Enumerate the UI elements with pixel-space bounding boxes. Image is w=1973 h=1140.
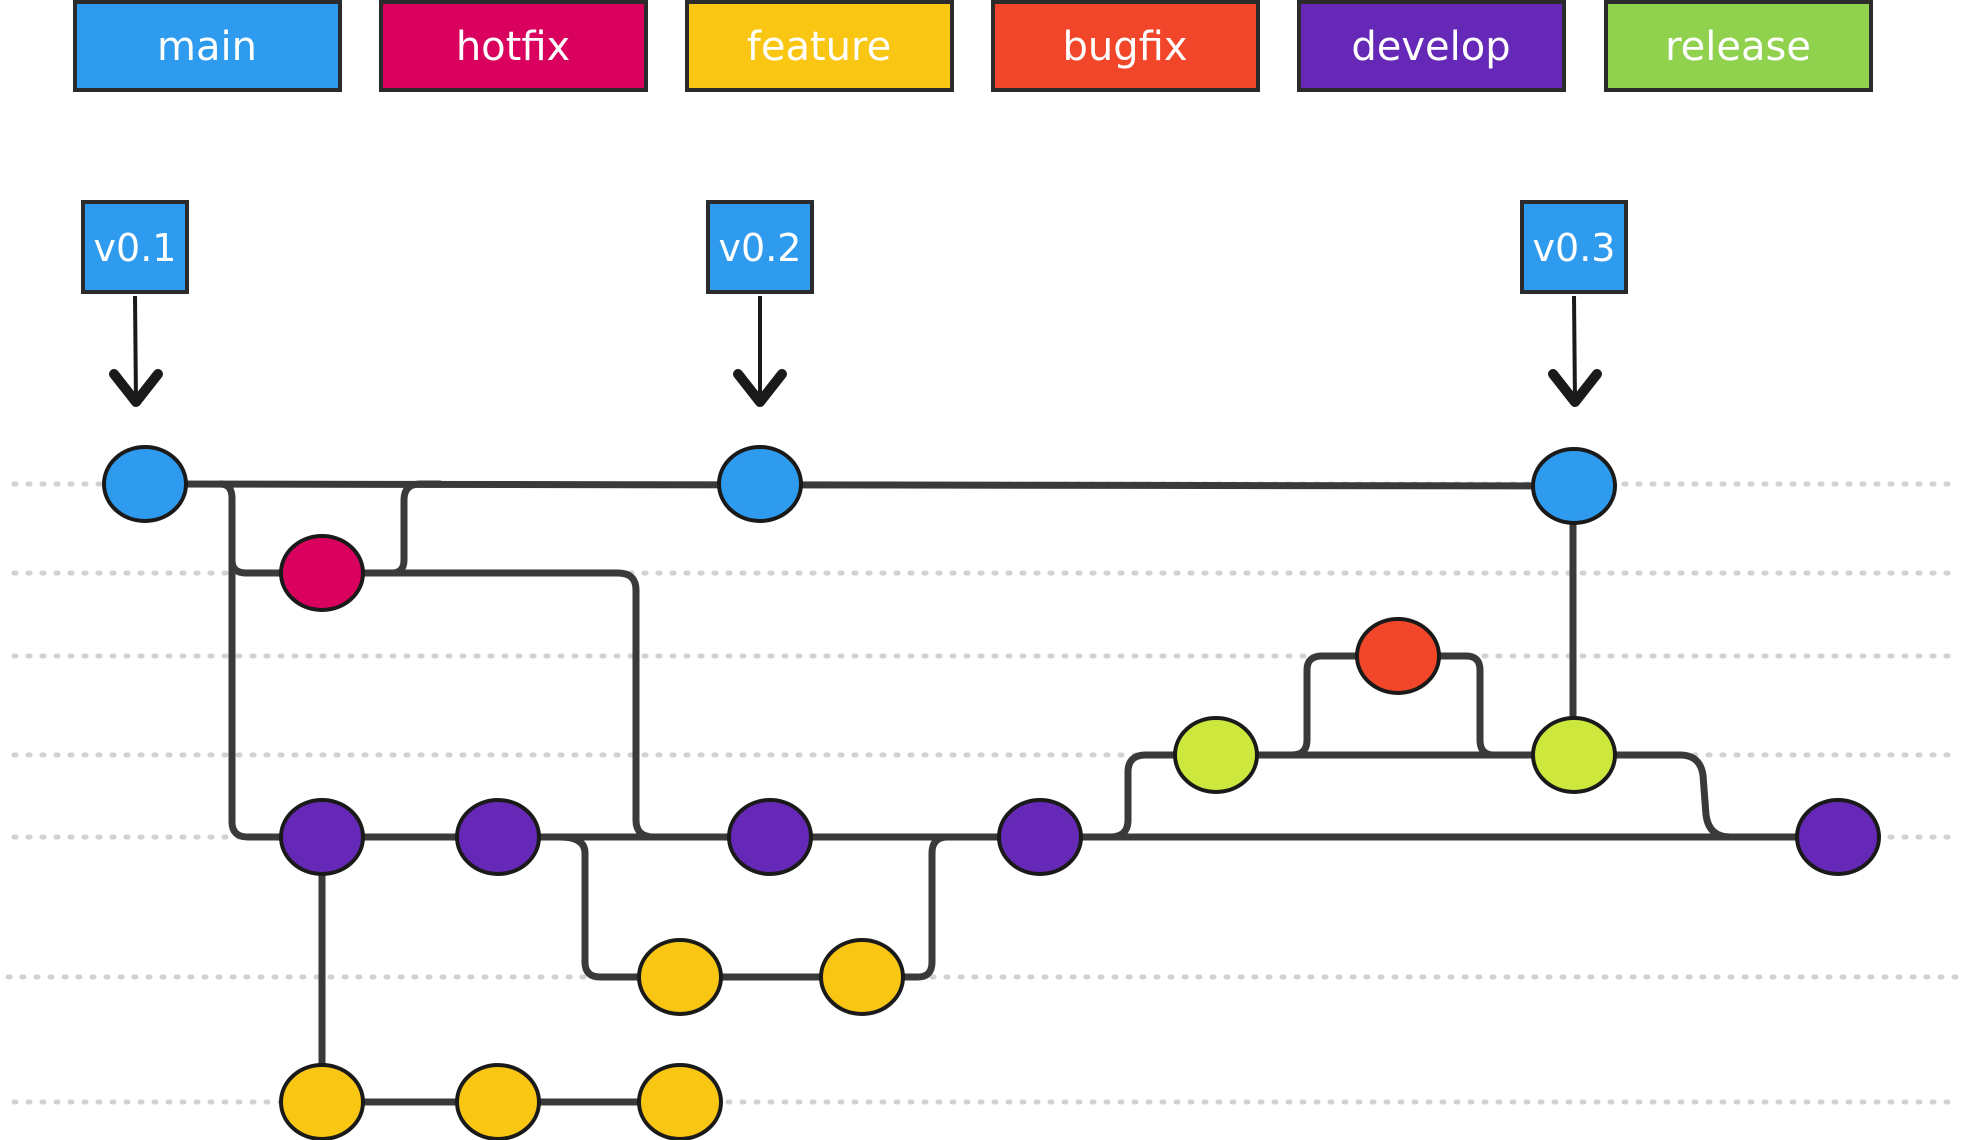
commit-release-2[interactable] bbox=[1531, 716, 1617, 794]
legend-label-feature: feature bbox=[747, 24, 891, 70]
commit-hotfix-1[interactable] bbox=[279, 534, 365, 612]
commit-develop-3[interactable] bbox=[727, 798, 813, 876]
arrow-v01-shaft bbox=[133, 295, 138, 403]
edge-release-to-bugfix bbox=[1246, 652, 1364, 759]
tag-v01-label: v0.1 bbox=[94, 226, 177, 270]
legend-item-release: release bbox=[1604, 0, 1873, 92]
arrow-v03-shaft bbox=[1572, 295, 1577, 403]
legend-item-hotfix: hotfix bbox=[379, 0, 648, 92]
commit-release-1[interactable] bbox=[1173, 716, 1259, 794]
legend-label-release: release bbox=[1665, 24, 1811, 70]
edge-feature-a-to-develop bbox=[856, 833, 974, 981]
commit-bugfix-1[interactable] bbox=[1355, 617, 1441, 695]
legend-label-hotfix: hotfix bbox=[456, 24, 570, 70]
tag-v03-label: v0.3 bbox=[1533, 226, 1616, 270]
edge-main-to-develop bbox=[228, 556, 294, 841]
commit-develop-1[interactable] bbox=[279, 798, 365, 876]
commit-main-1[interactable] bbox=[102, 445, 188, 523]
version-tags: v0.1 v0.2 v0.3 bbox=[81, 200, 1628, 294]
edge-main bbox=[141, 480, 1574, 490]
arrow-v01-head bbox=[109, 369, 163, 407]
commit-feature-4[interactable] bbox=[455, 1063, 541, 1140]
commit-develop-4[interactable] bbox=[997, 798, 1083, 876]
tag-v03-box bbox=[1520, 200, 1628, 294]
edge-hotfix-to-develop bbox=[356, 569, 734, 841]
commit-main-2[interactable] bbox=[717, 445, 803, 523]
arrow-v03-head bbox=[1548, 369, 1602, 407]
legend-swatch-release bbox=[1604, 0, 1873, 92]
legend-swatch-hotfix bbox=[379, 0, 648, 92]
commit-feature-3[interactable] bbox=[279, 1063, 365, 1140]
commit-develop-5[interactable] bbox=[1795, 798, 1881, 876]
edge-hotfix-to-main bbox=[356, 480, 444, 577]
tag-arrows bbox=[109, 295, 1602, 407]
legend-item-feature: feature bbox=[685, 0, 954, 92]
branch-legend: main hotfix feature bugfix develop relea… bbox=[73, 0, 1873, 92]
tag-v01: v0.1 bbox=[81, 200, 189, 294]
commit-feature-5[interactable] bbox=[637, 1063, 723, 1140]
edge-release-to-develop bbox=[1569, 751, 1804, 841]
tag-v02-label: v0.2 bbox=[719, 226, 802, 270]
legend-swatch-main bbox=[73, 0, 342, 92]
edge-develop-to-release bbox=[1076, 751, 1184, 841]
legend-label-bugfix: bugfix bbox=[1063, 24, 1188, 70]
legend-swatch-feature bbox=[685, 0, 954, 92]
branch-edges bbox=[141, 480, 1844, 1106]
commit-feature-1[interactable] bbox=[637, 938, 723, 1016]
legend-label-main: main bbox=[157, 24, 257, 70]
legend-swatch-develop bbox=[1297, 0, 1566, 92]
commit-main-3[interactable] bbox=[1531, 447, 1617, 525]
tag-v01-box bbox=[81, 200, 189, 294]
arrow-v02-head bbox=[733, 369, 787, 407]
edge-bugfix-to-release bbox=[1426, 652, 1534, 759]
tag-v02-box bbox=[706, 200, 814, 294]
commit-develop-2[interactable] bbox=[455, 798, 541, 876]
tag-v03: v0.3 bbox=[1520, 200, 1628, 294]
legend-item-main: main bbox=[73, 0, 342, 92]
commit-feature-2[interactable] bbox=[819, 938, 905, 1016]
edge-develop-to-feature-a bbox=[556, 833, 684, 981]
legend-swatch-bugfix bbox=[991, 0, 1260, 92]
legend-item-bugfix: bugfix bbox=[991, 0, 1260, 92]
commits bbox=[102, 445, 1881, 1140]
legend-label-develop: develop bbox=[1351, 24, 1510, 70]
tag-v02: v0.2 bbox=[706, 200, 814, 294]
legend-item-develop: develop bbox=[1297, 0, 1566, 92]
